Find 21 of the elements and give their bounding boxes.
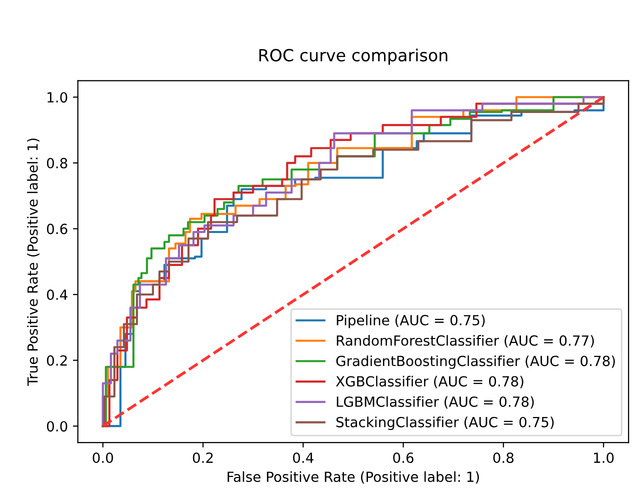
y-tick-label: 0.6: [46, 224, 68, 234]
x-tick-label: 1.0: [594, 452, 614, 464]
chart-title: ROC curve comparison: [259, 48, 448, 65]
x-tick-label: 0.0: [92, 452, 114, 464]
legend-label: Pipeline (AUC = 0.75): [336, 314, 485, 328]
x-tick-label: 0.6: [393, 452, 414, 464]
y-tick-label: 0.8: [46, 158, 68, 168]
x-tick-label: 0.4: [293, 452, 314, 464]
x-tick-label: 0.2: [192, 452, 213, 464]
legend-label: RandomForestClassifier (AUC = 0.77): [336, 335, 594, 348]
y-axis-title: True Positive Rate (Positive label: 1): [27, 138, 40, 386]
y-tick-label: 0.0: [46, 421, 68, 432]
y-tick-label: 0.2: [46, 355, 67, 366]
y-tick-label: 0.4: [46, 289, 68, 300]
legend-label: LGBMClassifier (AUC = 0.78): [336, 396, 534, 409]
legend-label: StackingClassifier (AUC = 0.75): [336, 416, 554, 430]
x-axis-title: False Positive Rate (Positive label: 1): [228, 471, 479, 484]
x-tick-label: 0.8: [493, 452, 514, 464]
legend-label: XGBClassifier (AUC = 0.78): [336, 376, 524, 388]
legend-label: GradientBoostingClassifier (AUC = 0.78): [336, 355, 615, 369]
y-tick-label: 1.0: [48, 92, 68, 103]
